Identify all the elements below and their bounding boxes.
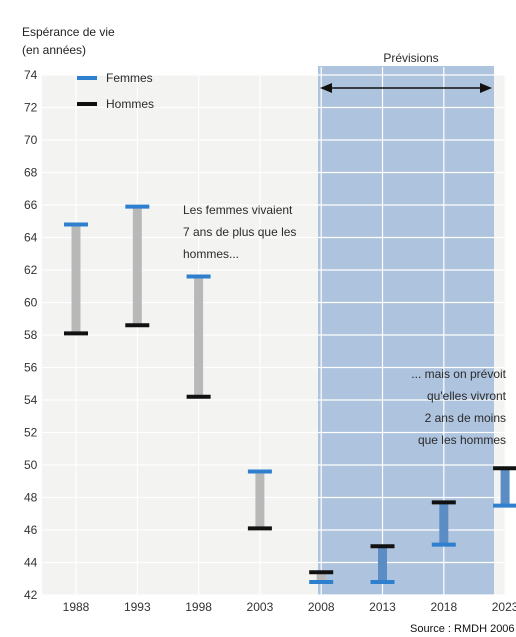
annotation-forecast-line2: qu'elles vivront (427, 389, 507, 403)
y-tick-label: 46 (24, 523, 38, 537)
range-bars (64, 204, 516, 584)
x-tick-label: 2008 (308, 600, 335, 614)
x-tick-label: 2018 (430, 600, 457, 614)
forecast-arrow-left-head (320, 83, 332, 93)
range-bar (439, 502, 449, 545)
grid-lines (42, 67, 506, 596)
x-tick-label: 1993 (124, 600, 151, 614)
y-tick-label: 64 (24, 231, 38, 245)
y-axis-ticks: 42 44 46 48 50 52 54 56 58 60 62 64 66 68 70 72 74 (24, 68, 38, 602)
y-tick-label: 62 (24, 263, 38, 277)
y-tick-label: 74 (24, 68, 38, 82)
y-tick-label: 52 (24, 426, 38, 440)
chart-title-line2: (en années) (22, 43, 86, 57)
forecast-region (318, 66, 494, 595)
forecast-label: Prévisions (383, 51, 438, 65)
y-tick-label: 48 (24, 491, 38, 505)
annotation-forecast: ... mais on prévoit qu'elles vivront 2 a… (411, 367, 506, 447)
annotation-past-line3: hommes... (183, 247, 239, 261)
y-tick-label: 50 (24, 458, 38, 472)
y-tick-label: 42 (24, 588, 38, 602)
annotation-forecast-line4: que les hommes (418, 433, 506, 447)
x-tick-label: 2003 (247, 600, 274, 614)
y-tick-label: 54 (24, 393, 38, 407)
y-tick-label: 72 (24, 101, 38, 115)
y-tick-label: 44 (24, 556, 38, 570)
legend-hommes-label: Hommes (106, 97, 154, 111)
range-bar (316, 572, 326, 582)
annotation-forecast-line1: ... mais on prévoit (411, 367, 506, 381)
range-bar (132, 206, 142, 326)
x-tick-label: 1988 (63, 600, 90, 614)
annotation-forecast-line3: 2 ans de moins (425, 411, 506, 425)
y-tick-label: 68 (24, 166, 38, 180)
legend-femmes-label: Femmes (106, 71, 153, 85)
y-tick-label: 66 (24, 198, 38, 212)
range-bar (71, 224, 81, 334)
chart-title-line1: Espérance de vie (22, 25, 115, 39)
y-tick-label: 70 (24, 133, 38, 147)
y-tick-label: 60 (24, 296, 38, 310)
annotation-past: Les femmes vivaient 7 ans de plus que le… (183, 203, 296, 261)
x-tick-label: 2013 (369, 600, 396, 614)
x-axis-ticks: 1988 1993 1998 2003 2008 2013 2018 2023 (63, 600, 516, 614)
legend: Femmes Hommes (77, 71, 154, 111)
x-tick-label: 1998 (185, 600, 212, 614)
range-bar (194, 276, 204, 397)
annotation-past-line1: Les femmes vivaient (183, 203, 293, 217)
forecast-arrow-right-head (480, 83, 492, 93)
y-tick-label: 58 (24, 328, 38, 342)
forecast-marker: Prévisions (320, 51, 492, 93)
y-tick-label: 56 (24, 361, 38, 375)
range-bar (255, 471, 265, 529)
range-bar (500, 468, 510, 506)
annotation-past-line2: 7 ans de plus que les (183, 225, 296, 239)
source-note: Source : RMDH 2006 (410, 623, 515, 635)
x-tick-label: 2023 (492, 600, 516, 614)
range-bar (378, 546, 387, 582)
